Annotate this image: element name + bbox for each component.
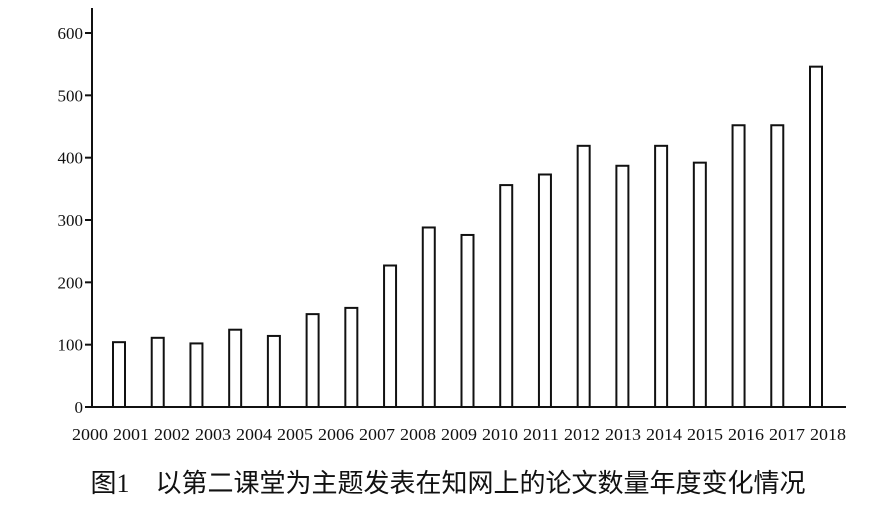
bar	[692, 161, 707, 408]
chart-title: 图1 以第二课堂为主题发表在知网上的论文数量年度变化情况	[90, 469, 805, 498]
bar	[460, 233, 475, 408]
y-tick-label: 400	[58, 149, 84, 168]
bar	[344, 306, 359, 409]
x-tick-label: 2003	[195, 425, 231, 444]
y-tick-label: 0	[75, 398, 84, 417]
bar	[654, 144, 669, 408]
x-tick-label: 2013	[605, 425, 641, 444]
y-tick-label: 100	[58, 336, 84, 355]
x-tick-label: 2016	[728, 425, 764, 444]
x-tick-label: 2017	[769, 425, 806, 444]
bar	[112, 341, 126, 409]
bar	[809, 65, 823, 408]
bar	[305, 313, 320, 408]
bar	[499, 184, 514, 408]
x-tick-label: 2005	[277, 425, 313, 444]
x-tick-label: 2002	[154, 425, 190, 444]
bar	[150, 336, 165, 408]
bar	[189, 342, 204, 409]
bar	[383, 264, 398, 408]
bar	[770, 124, 785, 409]
bar	[537, 173, 552, 408]
x-tick-label: 2014	[646, 425, 683, 444]
x-tick-label: 2008	[400, 425, 436, 444]
x-tick-label: 2011	[523, 425, 559, 444]
bar	[228, 328, 243, 408]
y-tick-label: 600	[58, 24, 84, 43]
x-tick-label: 2010	[482, 425, 518, 444]
x-tick-label: 2012	[564, 425, 600, 444]
x-tick-label: 2000	[72, 425, 108, 444]
bar	[731, 124, 746, 409]
x-tick-label: 2018	[810, 425, 846, 444]
y-tick-label: 300	[58, 211, 84, 230]
bar	[615, 164, 630, 408]
bar	[576, 144, 591, 408]
x-tick-label: 2006	[318, 425, 354, 444]
y-tick-label: 500	[58, 86, 84, 105]
bar	[421, 226, 436, 408]
x-tick-label: 2015	[687, 425, 723, 444]
x-tick-label: 2007	[359, 425, 396, 444]
x-tick-label: 2001	[113, 425, 149, 444]
x-tick-label: 2004	[236, 425, 273, 444]
bar	[266, 334, 281, 408]
x-tick-label: 2009	[441, 425, 477, 444]
y-tick-label: 200	[58, 273, 84, 292]
